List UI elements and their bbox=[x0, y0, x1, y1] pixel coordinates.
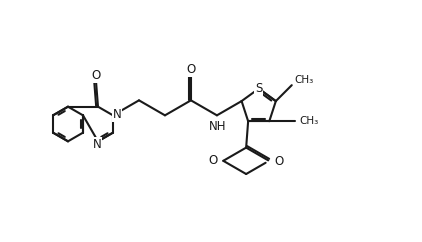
Text: O: O bbox=[274, 155, 284, 168]
Text: O: O bbox=[187, 63, 195, 76]
Text: O: O bbox=[208, 154, 217, 167]
Text: NH: NH bbox=[209, 120, 227, 133]
Text: S: S bbox=[255, 82, 262, 95]
Text: CH₃: CH₃ bbox=[300, 116, 319, 126]
Text: O: O bbox=[92, 69, 100, 82]
Text: N: N bbox=[92, 138, 101, 151]
Text: N: N bbox=[113, 108, 122, 121]
Text: CH₃: CH₃ bbox=[295, 75, 314, 85]
